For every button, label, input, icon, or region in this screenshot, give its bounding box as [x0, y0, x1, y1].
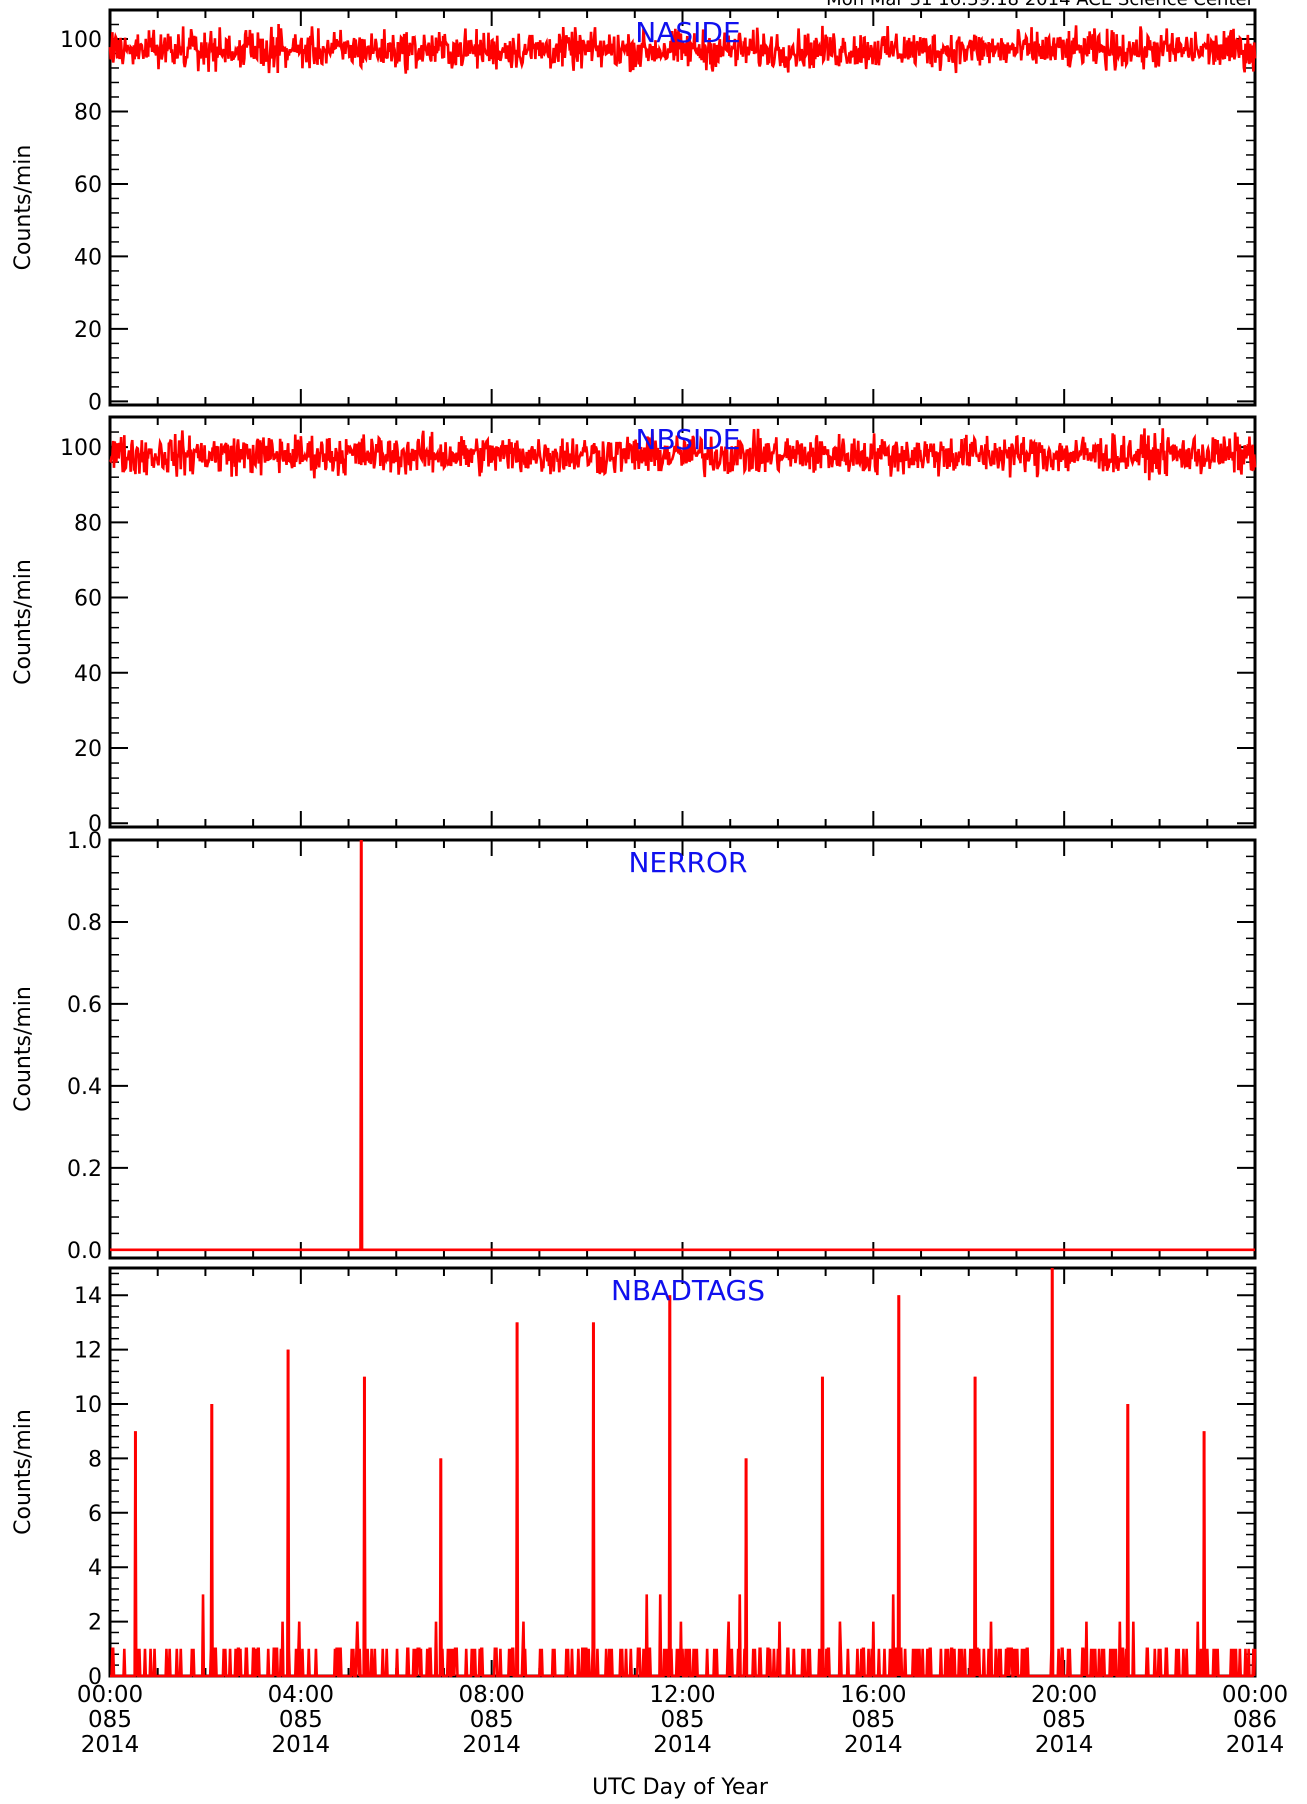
- ytick-label: 0.2: [67, 1157, 102, 1182]
- data-trace: [109, 428, 1257, 481]
- ytick-label: 40: [74, 662, 102, 687]
- ytick-label: 60: [74, 587, 102, 612]
- y-axis-title: Counts/min: [11, 559, 36, 685]
- y-axis-title: Counts/min: [11, 986, 36, 1112]
- y-axis-title: Counts/min: [11, 145, 36, 271]
- ytick-label: 0.0: [67, 1239, 102, 1264]
- ytick-label: 0: [88, 812, 102, 837]
- ytick-label: 40: [74, 245, 102, 270]
- panel-nbside: 0 20 40 60 80 100 Counts/min NBSIDE: [11, 415, 1257, 837]
- xtick-label: 08:00: [459, 1682, 525, 1708]
- xtick-label: 2014: [1035, 1732, 1094, 1758]
- xtick-label: 2014: [1226, 1732, 1285, 1758]
- panel-frame: [108, 838, 1257, 1260]
- xtick-label: 2014: [272, 1732, 331, 1758]
- ytick-label: 20: [74, 737, 102, 762]
- ytick-label: 10: [74, 1393, 102, 1418]
- xtick-label: 2014: [462, 1732, 521, 1758]
- ytick-label: 60: [74, 173, 102, 198]
- x-axis-labels: 00:00085201404:00085201408:00085201412:0…: [77, 1682, 1288, 1758]
- ytick-label: 20: [74, 318, 102, 343]
- panel-frame: [108, 415, 1257, 829]
- ytick-label: 0.8: [67, 911, 102, 936]
- panel-frame: [108, 1266, 1257, 1678]
- ytick-label: 1.0: [67, 829, 102, 854]
- xtick-label: 086: [1233, 1707, 1277, 1733]
- panel-title: NERROR: [628, 846, 747, 879]
- ytick-label: 80: [74, 511, 102, 536]
- ytick-label: 8: [88, 1447, 102, 1472]
- data-trace: [110, 839, 1255, 1252]
- ytick-label: 0.6: [67, 993, 102, 1018]
- xtick-label: 00:00: [77, 1682, 143, 1708]
- panel-title: NASIDE: [635, 16, 740, 49]
- xtick-label: 085: [88, 1707, 132, 1733]
- xtick-label: 2014: [81, 1732, 140, 1758]
- xtick-label: 085: [1042, 1707, 1086, 1733]
- ytick-label: 6: [88, 1502, 102, 1527]
- panel-title: NBADTAGS: [611, 1274, 765, 1307]
- y-axis-title: Counts/min: [11, 1409, 36, 1535]
- xtick-label: 12:00: [649, 1682, 715, 1708]
- xtick-label: 2014: [844, 1732, 903, 1758]
- panel-nerror: 0.0 0.2 0.4 0.6 0.8 1.0 Counts/min NERROR: [11, 829, 1257, 1264]
- ytick-label: 100: [60, 436, 102, 461]
- xtick-label: 085: [851, 1707, 895, 1733]
- xtick-label: 2014: [653, 1732, 712, 1758]
- xtick-label: 04:00: [268, 1682, 334, 1708]
- xtick-label: 085: [470, 1707, 514, 1733]
- chart-panels: 020406080100Counts/minNASIDE020406080100…: [11, 8, 1257, 1690]
- panel-nbadtags: 0 2 4 6 8 10 12 14 Counts/min NBADTAGS: [11, 1266, 1257, 1690]
- xtick-label: 00:00: [1222, 1682, 1288, 1708]
- ytick-label: 100: [60, 28, 102, 53]
- ytick-label: 4: [88, 1556, 102, 1581]
- timestamp: Mon Mar 31 16:39:18 2014 ACE Science Cen…: [826, 0, 1254, 10]
- xtick-label: 085: [279, 1707, 323, 1733]
- data-trace: [108, 24, 1257, 74]
- ytick-label: 0: [88, 390, 102, 415]
- xtick-label: 085: [661, 1707, 705, 1733]
- data-trace: [110, 1267, 1257, 1678]
- ytick-label: 14: [74, 1284, 102, 1309]
- xtick-label: 16:00: [840, 1682, 906, 1708]
- ytick-label: 2: [88, 1611, 102, 1636]
- ytick-label: 0.4: [67, 1075, 102, 1100]
- panel-naside: 0 20 40 60 80 100 Counts/min NASIDE: [11, 8, 1257, 415]
- panel-frame: [108, 8, 1257, 407]
- xtick-label: 20:00: [1031, 1682, 1097, 1708]
- ytick-label: 80: [74, 100, 102, 125]
- ytick-label: 0: [88, 1665, 102, 1690]
- panel-title: NBSIDE: [636, 423, 741, 456]
- ytick-label: 12: [74, 1339, 102, 1364]
- x-axis-title: UTC Day of Year: [592, 1775, 769, 1800]
